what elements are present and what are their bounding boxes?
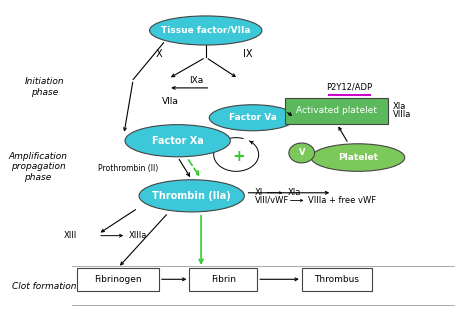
Text: Prothrombin (II): Prothrombin (II): [98, 164, 158, 173]
Text: IXa: IXa: [189, 76, 203, 85]
Text: XIII: XIII: [64, 231, 77, 240]
FancyBboxPatch shape: [285, 98, 388, 124]
Text: V: V: [299, 148, 305, 158]
Ellipse shape: [125, 125, 230, 157]
Text: XIa: XIa: [393, 103, 406, 112]
Text: XI: XI: [255, 188, 263, 197]
Text: Factor Va: Factor Va: [228, 113, 276, 122]
Ellipse shape: [139, 180, 245, 212]
Text: Thrombus: Thrombus: [314, 275, 359, 284]
Text: Amplification
propagation
phase: Amplification propagation phase: [9, 152, 68, 182]
Ellipse shape: [150, 16, 262, 45]
Text: Thrombin (IIa): Thrombin (IIa): [152, 191, 231, 201]
Text: IX: IX: [243, 49, 253, 59]
FancyBboxPatch shape: [77, 268, 159, 291]
Text: Tissue factor/VIIa: Tissue factor/VIIa: [161, 26, 250, 35]
Ellipse shape: [311, 144, 405, 171]
Ellipse shape: [209, 105, 296, 131]
FancyBboxPatch shape: [302, 268, 372, 291]
Text: P2Y12/ADP: P2Y12/ADP: [326, 83, 372, 92]
FancyBboxPatch shape: [190, 268, 257, 291]
Text: Fibrin: Fibrin: [211, 275, 236, 284]
Text: VIIa: VIIa: [162, 97, 179, 106]
Text: VIII/vWF: VIII/vWF: [255, 196, 289, 205]
Text: Clot formation: Clot formation: [12, 282, 76, 291]
Text: Factor Xa: Factor Xa: [152, 136, 203, 146]
Text: XIIIa: XIIIa: [128, 231, 147, 240]
Text: Initiation
phase: Initiation phase: [25, 78, 64, 97]
Text: XIa: XIa: [288, 188, 301, 197]
Text: +: +: [232, 149, 245, 163]
Ellipse shape: [289, 143, 315, 163]
Text: Activated platelet: Activated platelet: [296, 106, 377, 115]
Text: Fibrinogen: Fibrinogen: [94, 275, 142, 284]
Text: X: X: [155, 49, 162, 59]
Text: VIIIa: VIIIa: [393, 110, 411, 119]
Text: VIIIa + free vWF: VIIIa + free vWF: [308, 196, 376, 205]
Text: Platelet: Platelet: [338, 153, 378, 162]
